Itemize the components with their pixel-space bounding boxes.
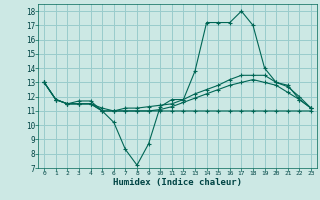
X-axis label: Humidex (Indice chaleur): Humidex (Indice chaleur): [113, 178, 242, 187]
